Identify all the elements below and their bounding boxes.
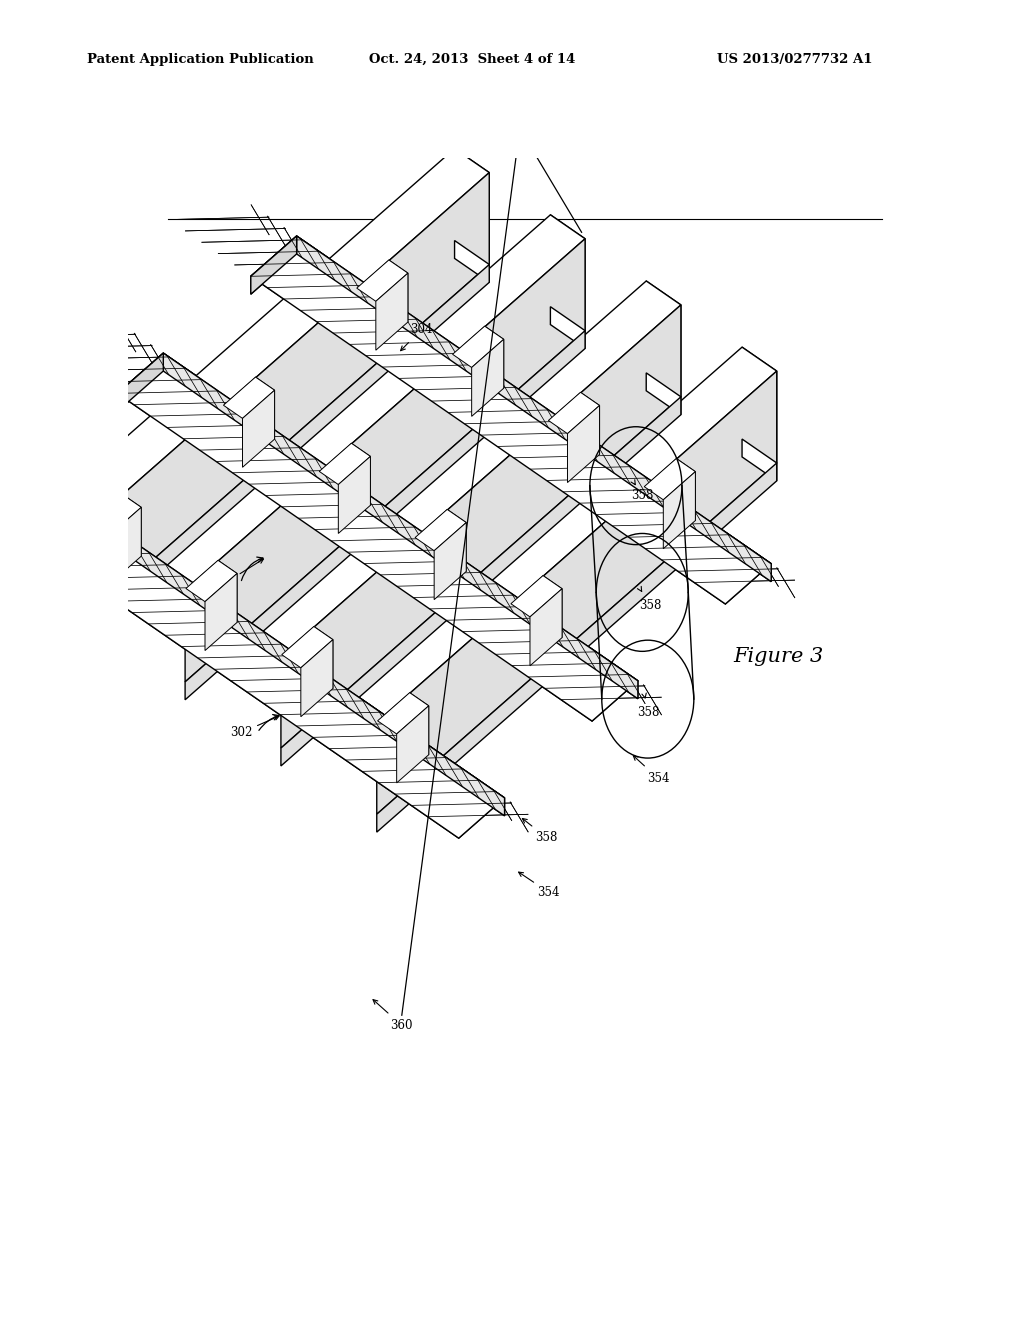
Polygon shape [90,494,141,536]
Polygon shape [163,354,638,698]
Polygon shape [550,306,585,348]
Polygon shape [185,330,585,700]
Polygon shape [581,392,600,454]
Polygon shape [89,264,489,634]
Text: 354: 354 [538,886,560,899]
Polygon shape [543,576,562,638]
Polygon shape [0,470,30,528]
Polygon shape [447,510,466,572]
Polygon shape [377,463,777,832]
Polygon shape [742,347,777,463]
Polygon shape [338,457,371,533]
Polygon shape [676,458,695,520]
Polygon shape [319,444,371,484]
Polygon shape [378,693,429,734]
Polygon shape [122,494,141,556]
Text: 304: 304 [411,322,433,335]
Polygon shape [389,260,408,322]
Polygon shape [377,371,777,814]
Text: 300: 300 [214,577,237,590]
Polygon shape [567,405,600,483]
Polygon shape [664,471,695,549]
Polygon shape [251,236,297,294]
Polygon shape [30,470,505,816]
Polygon shape [0,470,505,838]
Polygon shape [301,640,333,717]
Polygon shape [511,576,562,616]
Polygon shape [455,149,489,264]
Text: 358: 358 [631,490,653,503]
Polygon shape [281,305,681,748]
Polygon shape [455,240,489,282]
Polygon shape [218,560,238,623]
Text: 358: 358 [637,706,659,719]
Polygon shape [151,215,585,590]
Polygon shape [742,440,777,480]
Polygon shape [410,693,429,755]
Polygon shape [646,372,681,414]
Polygon shape [0,470,505,838]
Polygon shape [118,354,163,412]
Text: US 2013/0277732 A1: US 2013/0277732 A1 [717,53,872,66]
Polygon shape [205,573,238,651]
Polygon shape [281,397,681,766]
Polygon shape [415,510,466,550]
Polygon shape [251,236,297,294]
Polygon shape [342,347,777,722]
Polygon shape [163,354,638,698]
Polygon shape [89,173,489,615]
Polygon shape [646,281,681,397]
Polygon shape [185,239,585,682]
Polygon shape [472,339,504,416]
Text: Figure 3: Figure 3 [733,647,824,665]
Polygon shape [0,470,30,528]
Text: 354: 354 [647,772,670,785]
Polygon shape [356,260,408,301]
Polygon shape [186,560,238,602]
Polygon shape [313,627,333,689]
Text: Oct. 24, 2013  Sheet 4 of 14: Oct. 24, 2013 Sheet 4 of 14 [369,53,575,66]
Polygon shape [376,273,408,350]
Polygon shape [396,706,429,783]
Polygon shape [549,392,600,434]
Polygon shape [110,507,141,585]
Polygon shape [251,236,771,605]
Polygon shape [297,236,771,582]
Text: 358: 358 [535,830,557,843]
Polygon shape [351,444,371,506]
Text: 302: 302 [230,726,253,739]
Polygon shape [243,391,274,467]
Polygon shape [453,326,504,367]
Polygon shape [118,354,163,412]
Polygon shape [530,589,562,665]
Polygon shape [30,470,505,816]
Text: 360: 360 [390,1019,413,1032]
Polygon shape [251,236,771,605]
Polygon shape [644,458,695,500]
Polygon shape [484,326,504,388]
Polygon shape [54,149,489,524]
Polygon shape [550,215,585,330]
Polygon shape [118,354,638,721]
Text: 358: 358 [639,599,662,612]
Polygon shape [246,281,681,656]
Text: Patent Application Publication: Patent Application Publication [87,53,313,66]
Polygon shape [223,378,274,418]
Polygon shape [434,523,466,599]
Polygon shape [256,378,274,440]
Polygon shape [118,354,638,721]
Polygon shape [282,627,333,668]
Polygon shape [297,236,771,582]
